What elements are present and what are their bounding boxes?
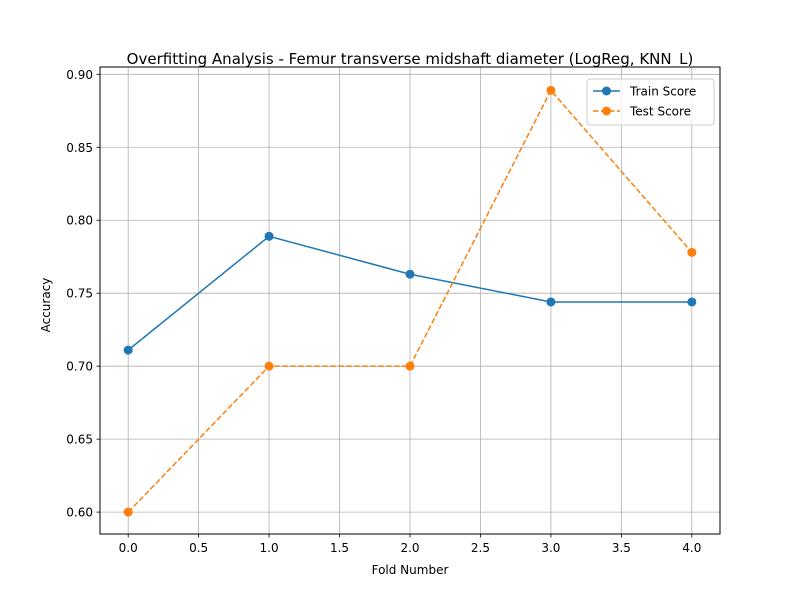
legend-label-test: Test Score (629, 105, 691, 119)
data-point-train-score (687, 297, 697, 307)
data-point-test-score (546, 85, 556, 95)
series-train-score (123, 231, 697, 355)
y-tick-label: 0.75 (66, 287, 93, 301)
series-line-test-score (127, 89, 693, 513)
data-point-train-score (264, 231, 274, 241)
series-test-score (123, 85, 697, 517)
x-tick-label: 3.0 (541, 541, 560, 555)
y-tick-label: 0.60 (66, 506, 93, 520)
x-tick-label: 1.5 (330, 541, 349, 555)
x-tick-label: 0.5 (189, 541, 208, 555)
data-point-train-score (546, 297, 556, 307)
x-axis-label: Fold Number (372, 563, 449, 577)
y-tick-label: 0.85 (66, 141, 93, 155)
series-group (123, 85, 697, 517)
legend: Train Score Test Score (586, 78, 715, 126)
data-point-test-score (123, 507, 133, 517)
x-tick-label: 2.5 (471, 541, 490, 555)
axis-ticks: 0.0 0.5 1.0 1.5 2.0 2.5 3.0 3.5 4.0 0.60 0.65 0.70 0… (66, 68, 701, 555)
x-tick-label: 2.0 (400, 541, 419, 555)
y-axis-label: Accuracy (39, 278, 53, 333)
data-point-test-score (264, 361, 274, 371)
legend-marker-train (602, 86, 611, 96)
y-tick-label: 0.70 (66, 360, 93, 374)
x-tick-label: 3.5 (612, 541, 631, 555)
legend-marker-test (602, 106, 611, 116)
legend-label-train: Train Score (629, 85, 696, 99)
chart-title: Overfitting Analysis - Femur transverse … (127, 50, 694, 69)
y-tick-label: 0.90 (66, 68, 93, 82)
grid (100, 67, 720, 534)
y-tick-label: 0.65 (66, 433, 93, 447)
data-point-train-score (123, 345, 133, 355)
y-tick-label: 0.80 (66, 214, 93, 228)
data-point-train-score (405, 269, 415, 279)
x-tick-label: 0.0 (119, 541, 138, 555)
data-point-test-score (687, 247, 697, 257)
x-tick-label: 1.0 (260, 541, 279, 555)
x-tick-label: 4.0 (682, 541, 701, 555)
data-point-test-score (405, 361, 415, 371)
